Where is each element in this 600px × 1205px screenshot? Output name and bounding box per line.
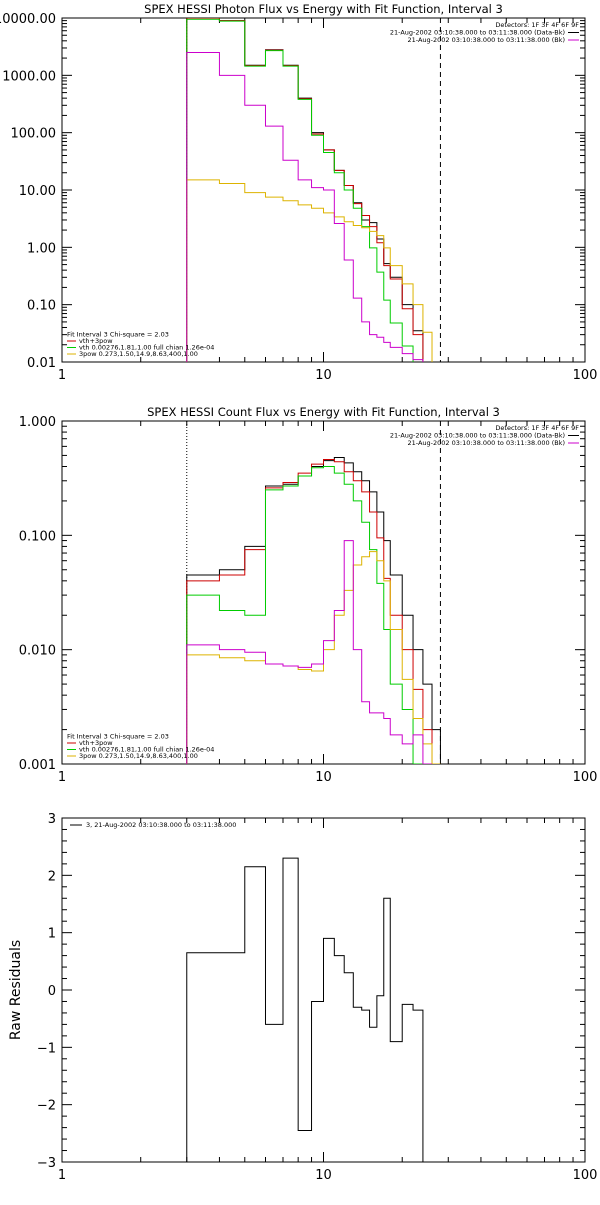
series-line-5 bbox=[186, 540, 433, 764]
x-tick-label: 100 bbox=[573, 770, 598, 785]
legend-entry: Fit Interval 3 Chi-square = 2.03 bbox=[67, 733, 169, 741]
series-line-3 bbox=[186, 18, 433, 362]
series-line-1 bbox=[186, 18, 441, 362]
chart-panel-1: SPEX HESSI Photon Flux vs Energy with Fi… bbox=[0, 2, 597, 383]
y-tick-label: 1.000 bbox=[19, 415, 56, 430]
chart-title: SPEX HESSI Photon Flux vs Energy with Fi… bbox=[144, 2, 503, 16]
legend-entry: 21-Aug-2002 03:10:38.000 to 03:11:38.000… bbox=[390, 432, 565, 440]
y-tick-label: 0.10 bbox=[27, 299, 56, 314]
legend-entry: 3pow 0.273,1.50,14.9,8.63,400,1.00 bbox=[79, 752, 198, 760]
x-tick-label: 10 bbox=[315, 1168, 332, 1183]
legend-entry: Detectors: 1F 3F 4F 6F 9F bbox=[495, 424, 579, 432]
chart-panel-2: SPEX HESSI Count Flux vs Energy with Fit… bbox=[19, 405, 598, 785]
legend-entry: vth+3pow bbox=[79, 739, 113, 747]
legend-entry: 3, 21-Aug-2002 03:10:38.000 to 03:11:38.… bbox=[86, 821, 236, 829]
y-tick-label: −3 bbox=[37, 1156, 56, 1171]
series-line-4 bbox=[186, 179, 441, 362]
y-tick-label: 0.100 bbox=[19, 529, 56, 544]
x-tick-label: 1 bbox=[58, 368, 66, 383]
series-group bbox=[186, 857, 424, 1162]
legend-entry: 21-Aug-2002 03:10:38.000 to 03:11:38.000… bbox=[408, 439, 565, 447]
y-tick-label: 10.00 bbox=[19, 184, 56, 199]
chart-title: SPEX HESSI Count Flux vs Energy with Fit… bbox=[147, 405, 500, 419]
legend-entry: 3pow 0.273,1.50,14.9,8.63,400,1.00 bbox=[79, 350, 198, 358]
series-line-1 bbox=[186, 857, 424, 1162]
y-tick-label: 0.01 bbox=[27, 356, 56, 371]
y-tick-label: 1000.00 bbox=[2, 69, 56, 84]
x-tick-label: 100 bbox=[573, 368, 598, 383]
y-axis-label: Raw Residuals bbox=[8, 940, 24, 1040]
y-tick-label: 1 bbox=[48, 927, 56, 942]
y-tick-label: 0.001 bbox=[19, 758, 56, 773]
legend-entry: Fit Interval 3 Chi-square = 2.03 bbox=[67, 331, 169, 339]
y-tick-label: 0 bbox=[48, 984, 56, 999]
legend-entry: 21-Aug-2002 03:10:38.000 to 03:11:38.000… bbox=[408, 36, 565, 44]
y-tick-label: 100.00 bbox=[11, 127, 57, 142]
legend-entry: vth 0.00276,1.81,1.00 full chian 1.26e-0… bbox=[79, 746, 214, 754]
y-tick-label: 2 bbox=[48, 869, 56, 884]
y-tick-label: 10000.00 bbox=[0, 12, 56, 27]
series-group bbox=[186, 18, 441, 362]
y-tick-label: 1.00 bbox=[27, 241, 56, 256]
series-group bbox=[186, 456, 452, 764]
y-tick-label: −2 bbox=[37, 1099, 56, 1114]
x-tick-label: 10 bbox=[315, 368, 332, 383]
legend-entry: 21-Aug-2002 03:10:38.000 to 03:11:38.000… bbox=[390, 29, 565, 37]
series-line-3 bbox=[186, 465, 423, 764]
x-tick-label: 1 bbox=[58, 1168, 66, 1183]
y-tick-label: −1 bbox=[37, 1041, 56, 1056]
y-tick-label: 3 bbox=[48, 812, 56, 827]
plot-frame bbox=[61, 420, 586, 765]
x-tick-label: 100 bbox=[573, 1168, 598, 1183]
x-tick-label: 1 bbox=[58, 770, 66, 785]
y-tick-label: 0.010 bbox=[19, 644, 56, 659]
legend-entry: Detectors: 1F 3F 4F 6F 9F bbox=[495, 21, 579, 29]
legend-entry: vth+3pow bbox=[79, 337, 113, 345]
legend-entry: vth 0.00276,1.81,1.00 full chian 1.26e-0… bbox=[79, 344, 214, 352]
series-line-5 bbox=[186, 52, 433, 362]
series-line-2 bbox=[186, 18, 441, 362]
x-tick-label: 10 bbox=[315, 770, 332, 785]
